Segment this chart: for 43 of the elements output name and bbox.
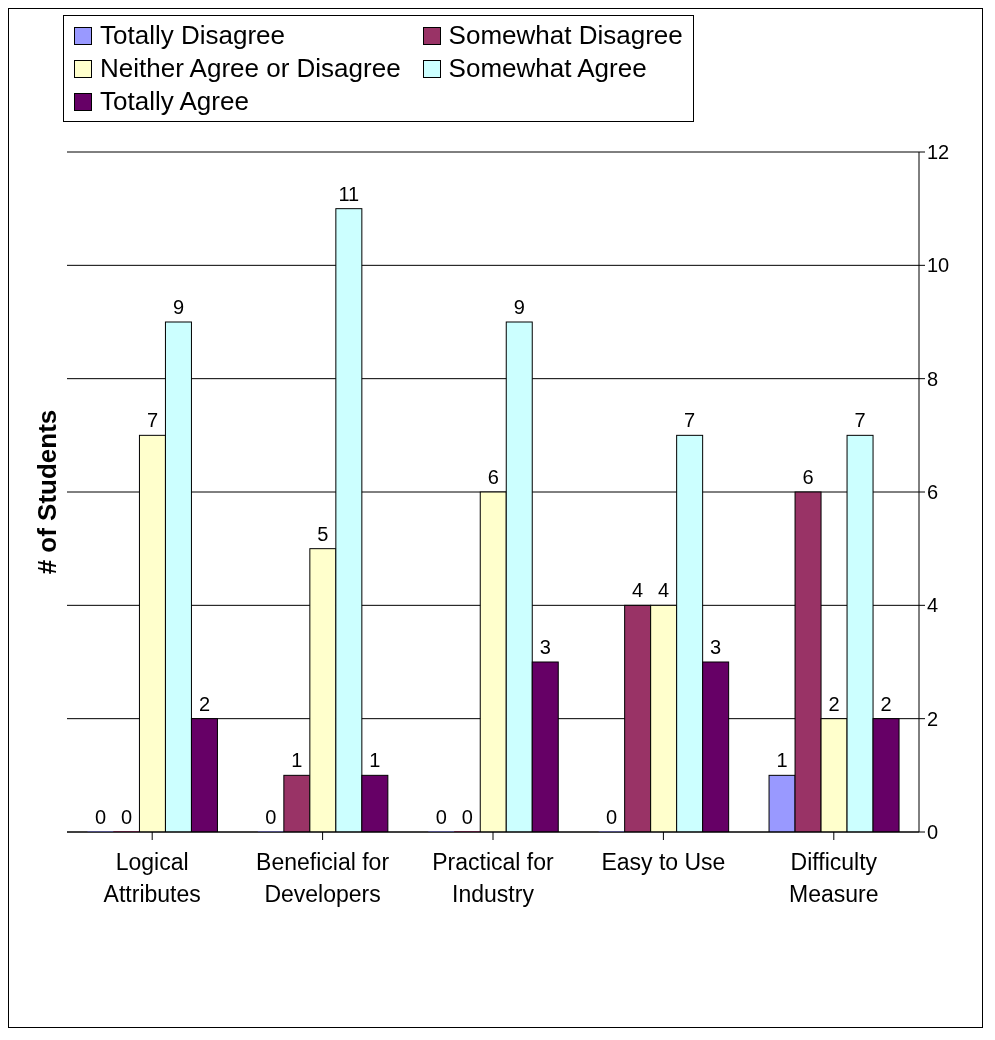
data-label: 4 [658,579,670,602]
data-label: 7 [684,409,696,432]
data-label: 0 [461,806,473,828]
data-label: 9 [513,296,525,318]
x-tick-label: Difficulty Measure [789,849,879,908]
legend-label: Somewhat Agree [448,53,647,84]
data-label: 2 [828,692,840,715]
data-label: 7 [854,409,866,432]
data-label: 6 [487,466,499,488]
data-label: 4 [632,579,644,602]
legend-label: Totally Agree [100,86,249,117]
data-label: 1 [369,749,381,772]
legend-label: Somewhat Disagree [448,20,683,51]
legend-label: Neither Agree or Disagree [100,53,401,84]
y-tick-label: 4 [927,594,939,617]
y-axis-title: # of Students [31,409,63,575]
data-label: 2 [880,692,892,715]
x-tick-label: Practical for Industry [432,849,555,908]
y-tick-label: 2 [927,707,939,730]
data-label: 6 [802,466,814,488]
x-tick-label: Logical Attributes [103,849,201,908]
data-label: 1 [291,749,303,772]
y-tick-label: 6 [927,481,939,504]
data-label: 0 [120,806,133,828]
data-label: 7 [146,409,159,432]
data-label: 3 [710,636,722,658]
data-label: 0 [606,806,618,828]
data-label: 3 [539,636,551,658]
x-tick-label: Beneficial for Developers [256,849,390,908]
y-tick-label: 10 [927,254,950,277]
legend-label: Totally Disagree [100,20,285,51]
data-label: 1 [776,749,788,772]
y-tick-label: 12 [927,141,950,164]
data-label: 5 [317,522,329,545]
data-label: 0 [265,806,277,828]
data-label: 2 [198,692,211,715]
y-tick-label: 8 [927,367,939,390]
data-label: 11 [338,182,360,205]
data-label: 9 [172,296,185,318]
y-tick-label: 0 [927,821,939,844]
data-label: 0 [435,806,447,828]
x-tick-label: Easy to Use [601,849,726,876]
data-label: 0 [94,806,107,828]
